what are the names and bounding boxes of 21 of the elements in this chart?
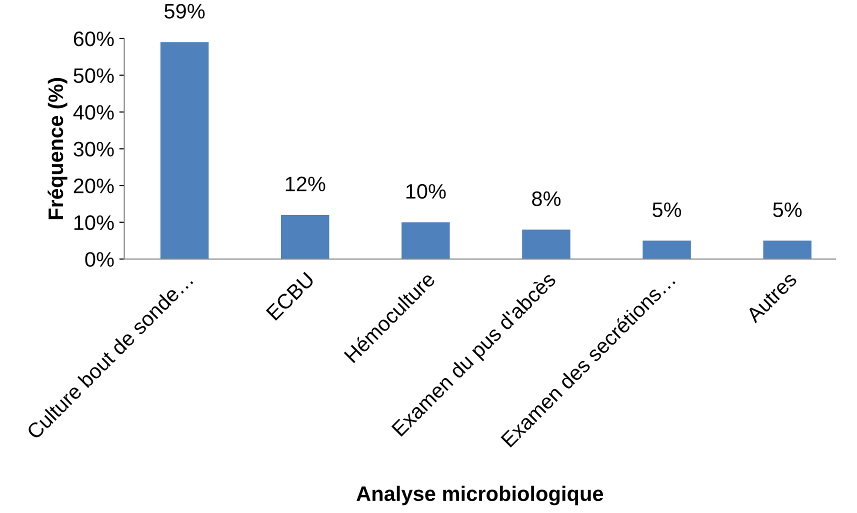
y-tick-label: 30% xyxy=(74,142,114,157)
y-tick-label: 10% xyxy=(74,215,114,230)
data-label: 5% xyxy=(773,202,802,218)
bar xyxy=(160,42,209,260)
y-tick-label: 60% xyxy=(74,31,114,46)
data-label: 8% xyxy=(532,191,561,206)
y-tick-label: 50% xyxy=(74,68,114,83)
y-tick-label: 20% xyxy=(74,178,114,194)
y-tick-label: 40% xyxy=(73,105,114,120)
data-label: 12% xyxy=(286,176,326,192)
bar xyxy=(642,240,691,260)
bar xyxy=(402,222,450,260)
data-label: 10% xyxy=(406,184,446,199)
data-label: 5% xyxy=(652,202,682,218)
data-label: 59% xyxy=(164,4,205,19)
bar xyxy=(280,214,330,260)
y-axis-title: Fréquence (%) xyxy=(48,78,68,220)
bar xyxy=(763,240,812,260)
x-axis-title: Analyse microbiologique xyxy=(356,486,604,506)
bar xyxy=(522,230,570,260)
y-tick-label: 0% xyxy=(85,252,114,267)
